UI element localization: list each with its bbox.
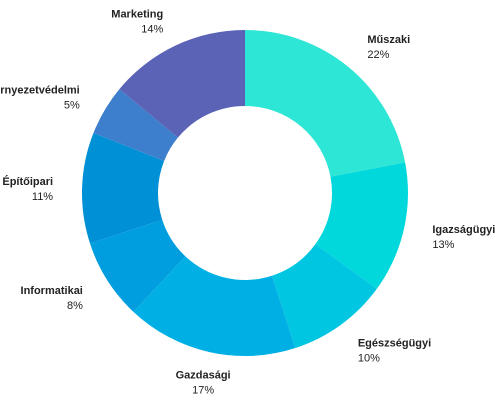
slice-label-epitoipari: Építőipari <box>2 175 53 188</box>
slice-epitoipari[interactable] <box>82 132 165 244</box>
slice-value-marketing: 14% <box>141 23 163 35</box>
slice-label-egeszsegugyi: Egészségügyi <box>358 337 431 349</box>
slice-gazdasagi[interactable] <box>133 256 296 356</box>
slice-value-gazdasagi: 17% <box>192 384 214 396</box>
slice-value-igazsagugyi: 13% <box>432 239 454 251</box>
slice-kornyezetvedelmi[interactable] <box>93 89 178 161</box>
slice-igazsagugyi[interactable] <box>315 162 409 289</box>
labels-group: Műszaki 22% Igazságügyi 13% Egészségügyi 10% G… <box>0 8 495 396</box>
slice-label-informatikai: Informatikai <box>21 285 83 297</box>
slice-value-informatikai: 8% <box>67 300 83 312</box>
slice-label-gazdasagi: Gazdasági <box>176 369 231 381</box>
slices-group <box>82 30 409 356</box>
slice-label-igazsagugyi: Igazságügyi <box>432 224 495 236</box>
slice-egeszsegugyi[interactable] <box>271 244 377 349</box>
slice-muszaki[interactable] <box>245 30 406 177</box>
slice-label-muszaki: Műszaki <box>367 34 410 46</box>
slice-label-kornyezetvedelmi: Környezetvédelmi <box>0 84 80 96</box>
slice-marketing[interactable] <box>119 30 245 138</box>
slice-value-kornyezetvedelmi: 5% <box>64 99 80 111</box>
slice-value-muszaki: 22% <box>367 49 389 61</box>
slice-value-egeszsegugyi: 10% <box>358 352 380 364</box>
slice-informatikai[interactable] <box>89 219 186 312</box>
slice-label-marketing: Marketing <box>111 8 163 20</box>
slice-value-epitoipari: 11% <box>32 191 53 203</box>
